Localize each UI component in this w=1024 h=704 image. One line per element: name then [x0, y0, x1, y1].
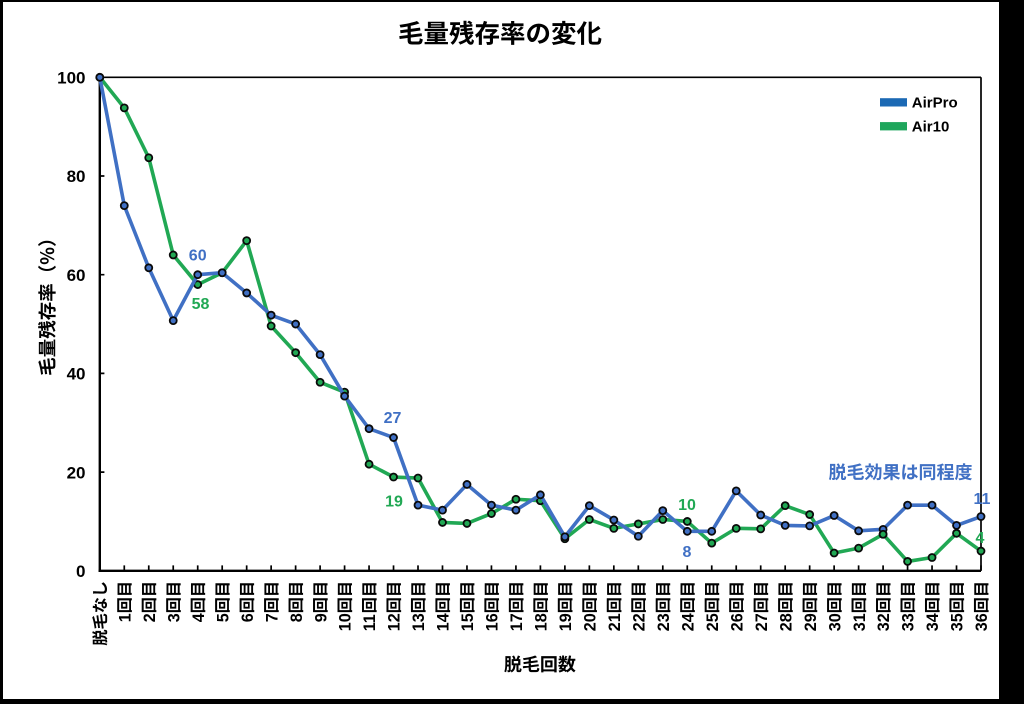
svg-text:0: 0 — [76, 562, 85, 581]
svg-text:24: 24 — [679, 613, 697, 631]
svg-text:5: 5 — [214, 613, 232, 622]
svg-text:7: 7 — [263, 613, 281, 622]
svg-text:26: 26 — [728, 613, 746, 631]
svg-text:21: 21 — [606, 613, 624, 631]
svg-text:12: 12 — [386, 613, 404, 631]
svg-text:11: 11 — [361, 614, 379, 631]
svg-text:35: 35 — [949, 613, 967, 631]
svg-text:23: 23 — [655, 613, 673, 631]
svg-text:10: 10 — [337, 613, 355, 631]
svg-text:22: 22 — [630, 613, 648, 631]
svg-text:AirPro: AirPro — [912, 95, 958, 112]
svg-text:60: 60 — [189, 247, 207, 264]
svg-text:80: 80 — [67, 167, 86, 186]
svg-text:33: 33 — [900, 613, 918, 631]
svg-text:8: 8 — [288, 613, 306, 622]
svg-text:3: 3 — [165, 613, 183, 622]
svg-text:17: 17 — [508, 613, 526, 631]
svg-text:19: 19 — [557, 613, 575, 631]
svg-text:8: 8 — [683, 544, 692, 561]
svg-text:18: 18 — [533, 613, 551, 631]
svg-text:29: 29 — [802, 613, 820, 631]
svg-text:20: 20 — [582, 613, 600, 631]
svg-text:36: 36 — [973, 613, 991, 631]
svg-text:2: 2 — [141, 613, 159, 622]
svg-text:58: 58 — [192, 296, 210, 313]
svg-text:4: 4 — [976, 530, 985, 547]
svg-text:13: 13 — [410, 613, 428, 631]
svg-text:6: 6 — [239, 613, 257, 622]
svg-text:Air10: Air10 — [912, 119, 950, 136]
svg-text:20: 20 — [67, 463, 86, 482]
svg-text:31: 31 — [851, 613, 869, 631]
svg-text:11: 11 — [974, 491, 991, 508]
svg-text:14: 14 — [435, 613, 453, 631]
svg-text:34: 34 — [924, 613, 942, 631]
svg-text:10: 10 — [678, 497, 696, 514]
svg-text:100: 100 — [57, 69, 85, 88]
svg-text:60: 60 — [67, 266, 86, 285]
svg-text:19: 19 — [385, 493, 403, 510]
svg-text:28: 28 — [777, 613, 795, 631]
svg-text:40: 40 — [67, 365, 86, 384]
svg-text:25: 25 — [704, 613, 722, 631]
svg-text:27: 27 — [384, 410, 402, 427]
svg-text:1: 1 — [116, 613, 134, 622]
svg-text:32: 32 — [875, 613, 893, 631]
svg-text:27: 27 — [753, 613, 771, 631]
svg-text:16: 16 — [484, 613, 502, 631]
svg-text:9: 9 — [312, 613, 330, 622]
svg-text:30: 30 — [826, 613, 844, 631]
svg-text:15: 15 — [459, 613, 477, 631]
svg-text:4: 4 — [190, 613, 208, 622]
